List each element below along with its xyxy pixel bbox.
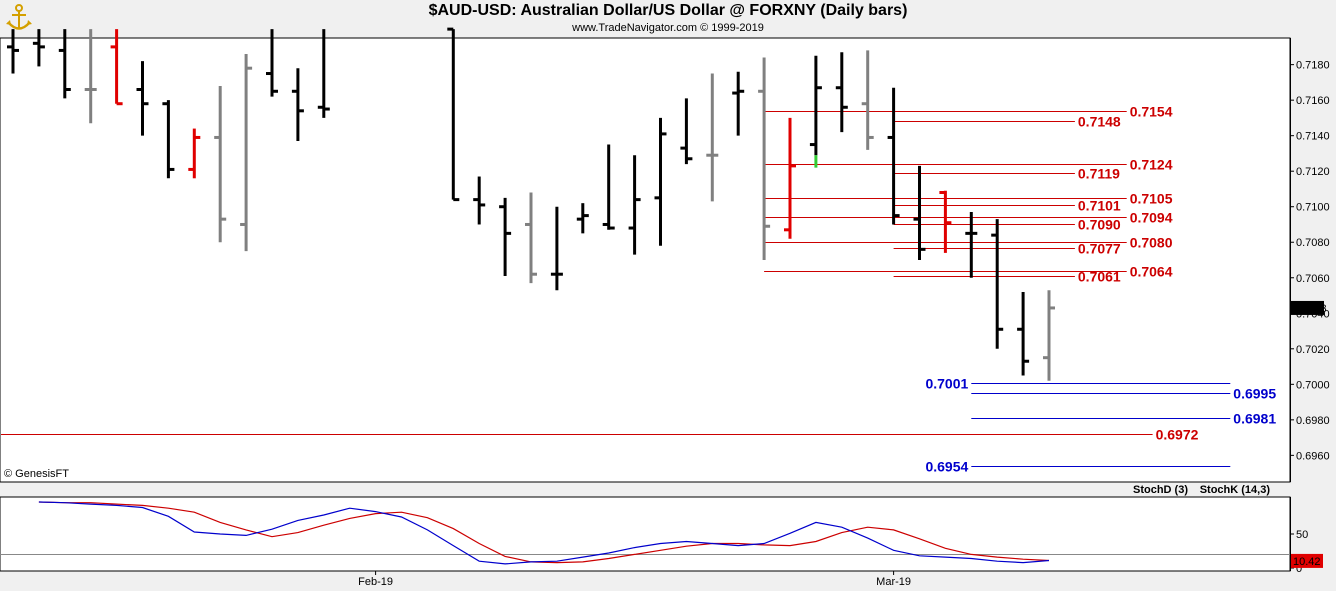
ohlc-bar: [550, 206, 563, 291]
last-price-marker: [1291, 300, 1324, 315]
price-tick-label: 0.7160: [1296, 95, 1330, 107]
stoch-plot-area: [0, 496, 1291, 572]
time-axis: Feb-19 Mar-19: [358, 571, 911, 588]
ohlc-bar: [991, 219, 1004, 349]
price-panel: 0.69600.69800.70000.70200.70400.70600.70…: [0, 27, 1336, 483]
price-axis-background: [1290, 38, 1336, 482]
ohlc-bar: [214, 85, 227, 243]
price-tick-label: 0.7000: [1296, 379, 1330, 391]
ohlc-bar: [266, 29, 278, 97]
ohlc-bar: [628, 155, 641, 255]
ohlc-bar: [58, 29, 71, 99]
ohlc-bar: [809, 55, 822, 168]
time-tick-label: Feb-19: [358, 576, 393, 588]
ohlc-bar: [602, 144, 615, 230]
price-tick-label: 0.7080: [1296, 237, 1330, 249]
ohlc-bar: [965, 212, 978, 278]
stoch-last-label: 10.42: [1293, 556, 1321, 568]
level-label: 0.7001: [925, 376, 968, 392]
time-tick-label: Mar-19: [876, 576, 911, 588]
level-label: 0.7090: [1078, 217, 1121, 233]
level-label: 0.7061: [1078, 269, 1121, 285]
chart-subtitle: www.TradeNavigator.com © 1999-2019: [572, 22, 764, 34]
ohlc-bar: [654, 117, 667, 246]
ohlc-bar: [706, 73, 719, 202]
ohlc-bar: [188, 128, 201, 179]
price-tick-label: 0.6960: [1296, 450, 1330, 462]
last-price-label: 0.7043: [1293, 303, 1327, 315]
price-tick-label: 0.7180: [1296, 60, 1330, 72]
ohlc-bar: [913, 165, 926, 260]
ohlc-bar: [240, 53, 253, 252]
level-label: 0.7094: [1130, 210, 1173, 226]
ohlc-bar: [835, 52, 848, 133]
anchor-logo-icon: [4, 3, 34, 33]
ohlc-bar: [887, 87, 900, 225]
level-label: 0.7119: [1078, 166, 1120, 182]
level-label: 0.6972: [1156, 427, 1199, 443]
price-tick-label: 0.7120: [1296, 166, 1330, 178]
ohlc-bar: [84, 29, 97, 124]
stochk-line: [38, 501, 1050, 565]
ohlc-bar: [162, 100, 175, 179]
ohlc-bar: [758, 57, 771, 260]
ohlc-bar: [1017, 291, 1030, 376]
price-tick-label: 0.7100: [1296, 202, 1330, 214]
ohlc-bar: [473, 176, 486, 225]
level-label: 0.6981: [1233, 411, 1276, 427]
ohlc-bar: [32, 29, 45, 67]
ohlc-bar: [447, 27, 460, 202]
ohlc-bar: [784, 117, 796, 239]
level-label: 0.7105: [1130, 191, 1173, 207]
ohlc-bar: [576, 203, 589, 234]
ohlc-bar: [110, 29, 123, 106]
level-label: 0.7077: [1078, 241, 1121, 257]
stoch-last-marker: [1291, 553, 1323, 568]
price-plot-area: [0, 37, 1291, 483]
ohlc-bar: [7, 29, 19, 74]
level-label: 0.7148: [1078, 114, 1121, 130]
price-tick-label: 0.7140: [1296, 131, 1330, 143]
ohlc-bar: [317, 29, 330, 118]
chart-title: $AUD-USD: Australian Dollar/US Dollar @ …: [428, 2, 908, 19]
ohlc-bar: [136, 61, 149, 136]
level-label: 0.7080: [1130, 235, 1173, 251]
ohlc-bar: [861, 50, 874, 150]
legend-stochk: StochK (14,3): [1200, 484, 1271, 496]
chart-header: $AUD-USD: Australian Dollar/US Dollar @ …: [0, 0, 1336, 38]
price-tick-label: 0.6980: [1296, 415, 1330, 427]
ohlc-bar: [499, 197, 512, 276]
stoch-tick-label: 0: [1296, 563, 1302, 575]
ohlc-bar: [1043, 290, 1055, 381]
ohlc-bar: [525, 192, 537, 284]
ohlc-bar: [680, 98, 693, 165]
price-tick-label: 0.7060: [1296, 273, 1330, 285]
ohlc-bar: [732, 71, 745, 136]
price-tick-label: 0.7020: [1296, 344, 1330, 356]
level-label: 0.6995: [1233, 386, 1276, 402]
copyright-text: © GenesisFT: [4, 468, 69, 480]
level-label: 0.7064: [1130, 264, 1173, 280]
legend-stochd: StochD (3): [1133, 484, 1188, 496]
stoch-tick-label: 50: [1296, 529, 1308, 541]
level-label: 0.6954: [925, 459, 968, 475]
level-label: 0.7101: [1078, 198, 1121, 214]
level-label: 0.7154: [1130, 104, 1173, 120]
level-label: 0.7124: [1130, 157, 1173, 173]
stochd-line: [38, 501, 1050, 564]
ohlc-bar: [939, 190, 952, 253]
stochastic-panel: 50 0 StochD (3) StochK (14,3) 10.42: [0, 484, 1323, 575]
ohlc-bar: [291, 68, 304, 142]
